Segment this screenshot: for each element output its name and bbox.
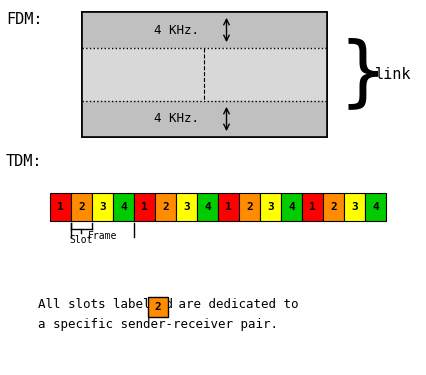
Bar (147, 297, 167, 317)
Text: are dedicated to: are dedicated to (170, 298, 298, 311)
Text: a specific sender-receiver pair.: a specific sender-receiver pair. (38, 318, 277, 331)
Text: }: } (338, 38, 386, 111)
Text: 2: 2 (78, 202, 85, 212)
Bar (343, 193, 364, 221)
Bar (82, 48, 326, 101)
Text: link: link (374, 67, 411, 82)
Text: 1: 1 (225, 202, 231, 212)
Bar (155, 193, 176, 221)
Bar (259, 193, 280, 221)
Text: 3: 3 (267, 202, 273, 212)
Bar (82, 12, 326, 137)
Text: 2: 2 (245, 202, 252, 212)
Text: FDM:: FDM: (6, 12, 43, 27)
Text: All slots labelled: All slots labelled (38, 298, 173, 311)
Text: 3: 3 (99, 202, 106, 212)
Text: 1: 1 (141, 202, 147, 212)
Bar (92, 193, 113, 221)
Text: TDM:: TDM: (6, 154, 43, 170)
Text: 2: 2 (329, 202, 336, 212)
Text: 2: 2 (154, 302, 161, 312)
Bar (134, 193, 155, 221)
Bar (196, 193, 218, 221)
Text: 4 KHz.: 4 KHz. (154, 24, 199, 36)
Bar (322, 193, 343, 221)
Bar (176, 193, 196, 221)
Bar (82, 101, 326, 137)
Bar (239, 193, 259, 221)
Text: 4: 4 (204, 202, 210, 212)
Text: 4: 4 (371, 202, 378, 212)
Text: 1: 1 (308, 202, 315, 212)
Bar (218, 193, 239, 221)
Text: 4: 4 (288, 202, 294, 212)
Bar (364, 193, 385, 221)
Text: Slot: Slot (69, 235, 93, 245)
Bar (280, 193, 301, 221)
Bar (50, 193, 71, 221)
Text: 3: 3 (350, 202, 357, 212)
Bar (113, 193, 134, 221)
Text: 3: 3 (183, 202, 190, 212)
Bar (301, 193, 322, 221)
Text: 2: 2 (162, 202, 168, 212)
Text: 1: 1 (57, 202, 64, 212)
Bar (82, 12, 326, 48)
Bar (82, 12, 326, 137)
Text: Frame: Frame (88, 231, 117, 241)
Text: 4: 4 (120, 202, 127, 212)
Bar (71, 193, 92, 221)
Text: 4 KHz.: 4 KHz. (154, 112, 199, 126)
